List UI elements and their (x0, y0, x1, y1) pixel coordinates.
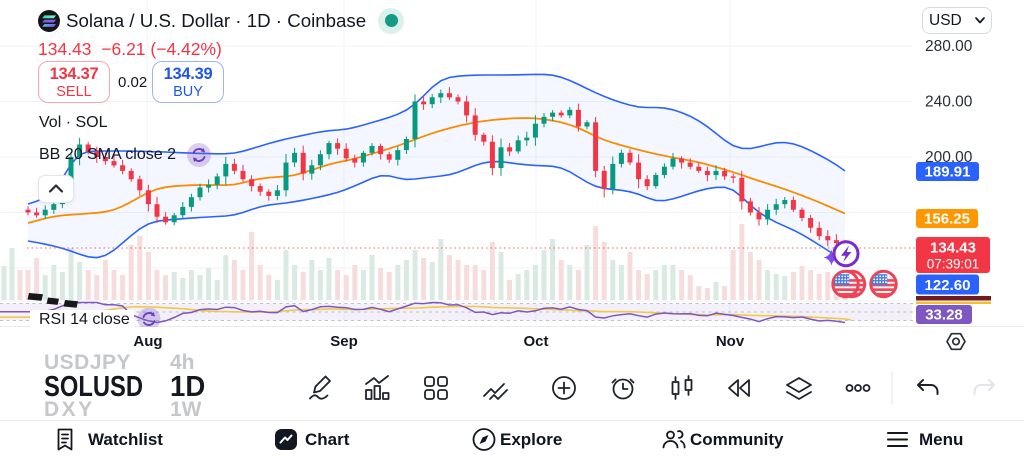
svg-text:189.91: 189.91 (925, 164, 971, 181)
svg-text:280.00: 280.00 (925, 38, 973, 55)
svg-text:240.00: 240.00 (925, 94, 973, 111)
svg-text:Sep: Sep (330, 333, 358, 350)
svg-text:Oct: Oct (523, 333, 548, 350)
svg-text:134.43: 134.43 (930, 240, 976, 257)
svg-text:200.00: 200.00 (925, 149, 973, 166)
svg-text:Nov: Nov (716, 333, 745, 350)
svg-text:33.28: 33.28 (925, 307, 963, 324)
svg-text:Aug: Aug (133, 333, 162, 350)
svg-text:122.60: 122.60 (925, 277, 971, 294)
svg-text:156.25: 156.25 (924, 211, 970, 228)
svg-text:07:39:01: 07:39:01 (927, 257, 980, 272)
